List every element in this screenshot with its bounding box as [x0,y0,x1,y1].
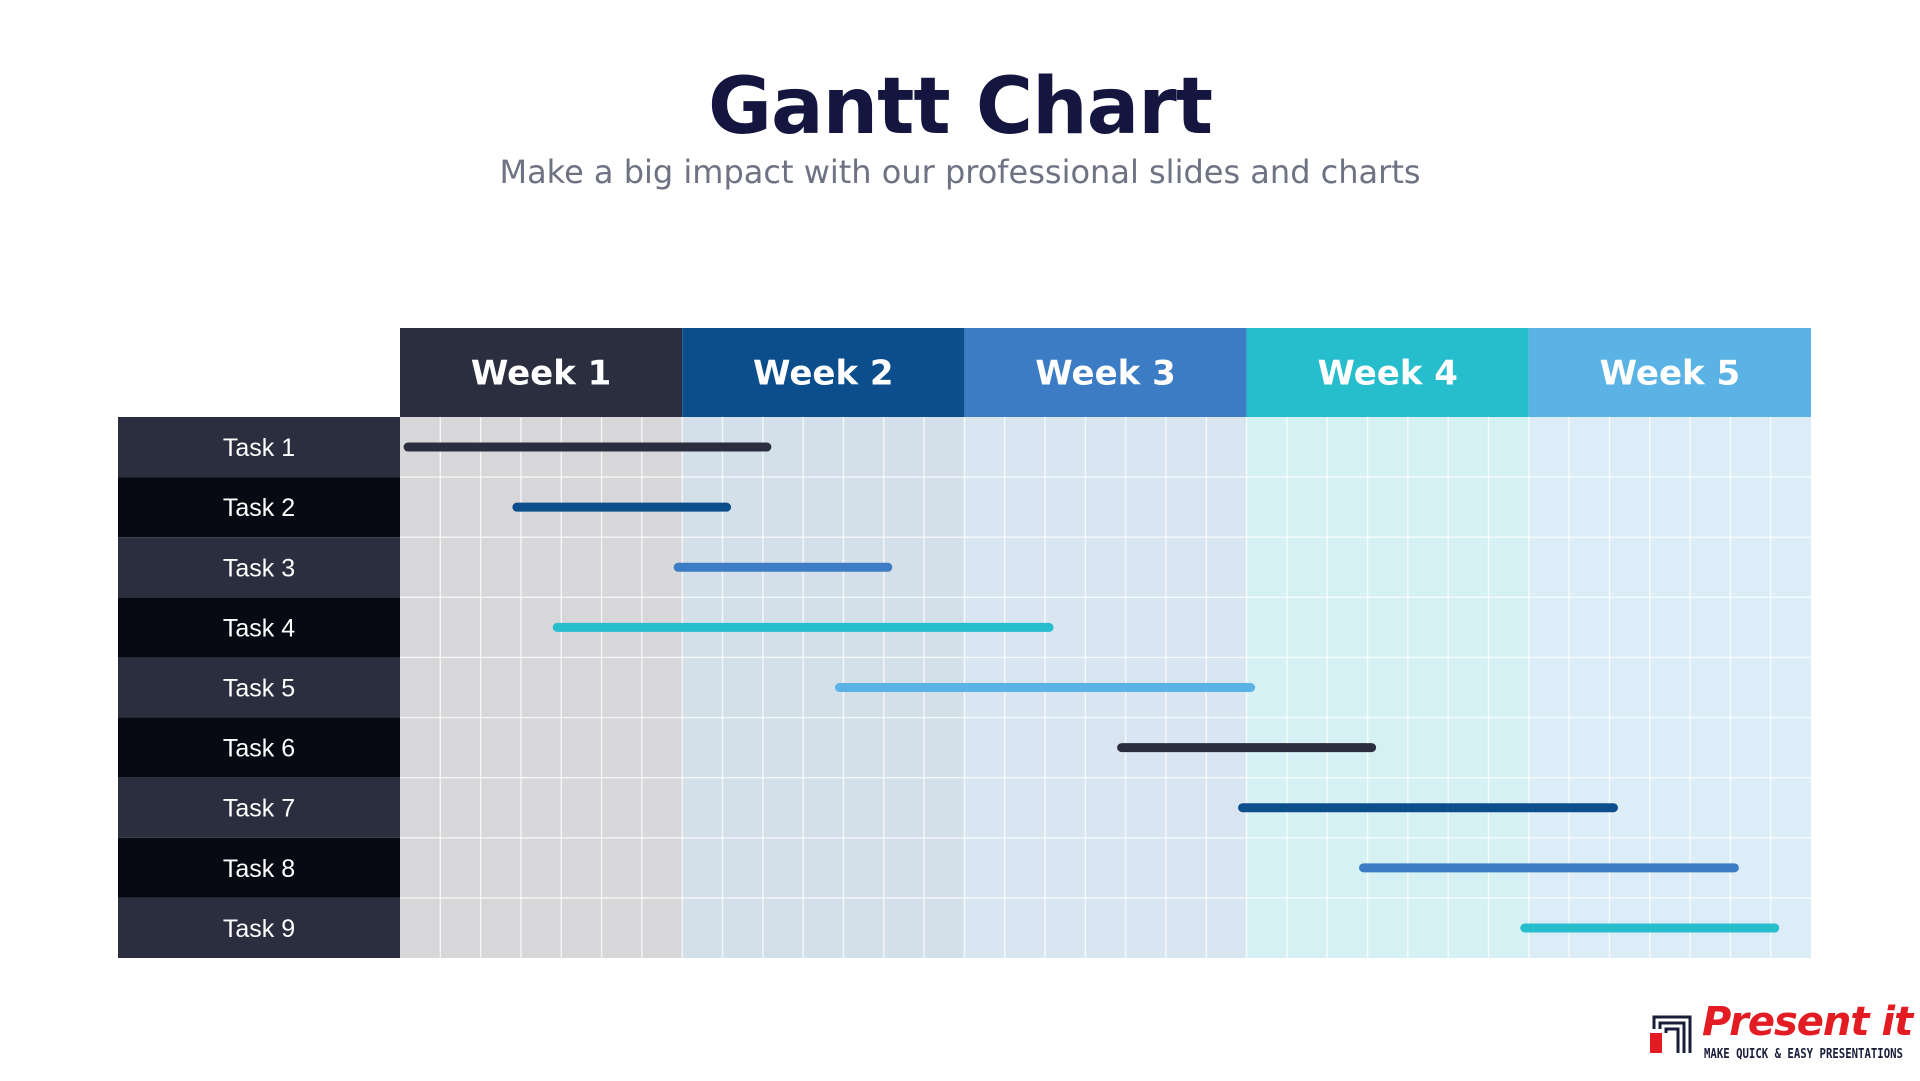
week-header-label: Week 3 [1035,354,1176,394]
week-header-5 [1528,328,1811,417]
task-label: Task 7 [223,795,295,823]
task-label-cell [118,717,400,778]
week-header-2 [682,328,965,417]
task-label-cell [118,537,400,598]
task-label-cell [118,417,400,478]
task-label: Task 9 [223,915,295,943]
week-header-label: Week 5 [1600,354,1741,394]
page-title: Gantt Chart [707,62,1213,152]
task-label-cell [118,897,400,958]
column-body-4 [1246,417,1529,958]
week-header-label: Week 2 [753,354,894,394]
task-label: Task 1 [223,434,295,462]
week-header-label: Week 4 [1317,354,1458,394]
brand-name: Present it ! [1702,999,1920,1045]
column-body-1 [400,417,683,958]
week-header-4 [1246,328,1529,417]
brand-tagline: MAKE QUICK & EASY PRESENTATIONS [1704,1047,1903,1062]
task-label: Task 2 [223,494,295,522]
task-label: Task 6 [223,735,295,763]
week-header-label: Week 1 [471,354,612,394]
column-body-5 [1528,417,1811,958]
week-header-1 [400,328,683,417]
task-label-cell [118,777,400,838]
task-label: Task 3 [223,554,295,582]
page-subtitle: Make a big impact with our professional … [499,153,1421,191]
task-label: Task 5 [223,675,295,703]
task-label-cell [118,477,400,538]
task-label: Task 4 [223,614,295,642]
brand-logo: Present it ! MAKE QUICK & EASY PRESENTAT… [1650,999,1920,1065]
week-header-3 [964,328,1247,417]
task-label-cell [118,657,400,718]
task-label-cell [118,837,400,898]
brand-mark-icon [1650,1015,1692,1053]
task-label: Task 8 [223,855,295,883]
task-label-cell [118,597,400,658]
